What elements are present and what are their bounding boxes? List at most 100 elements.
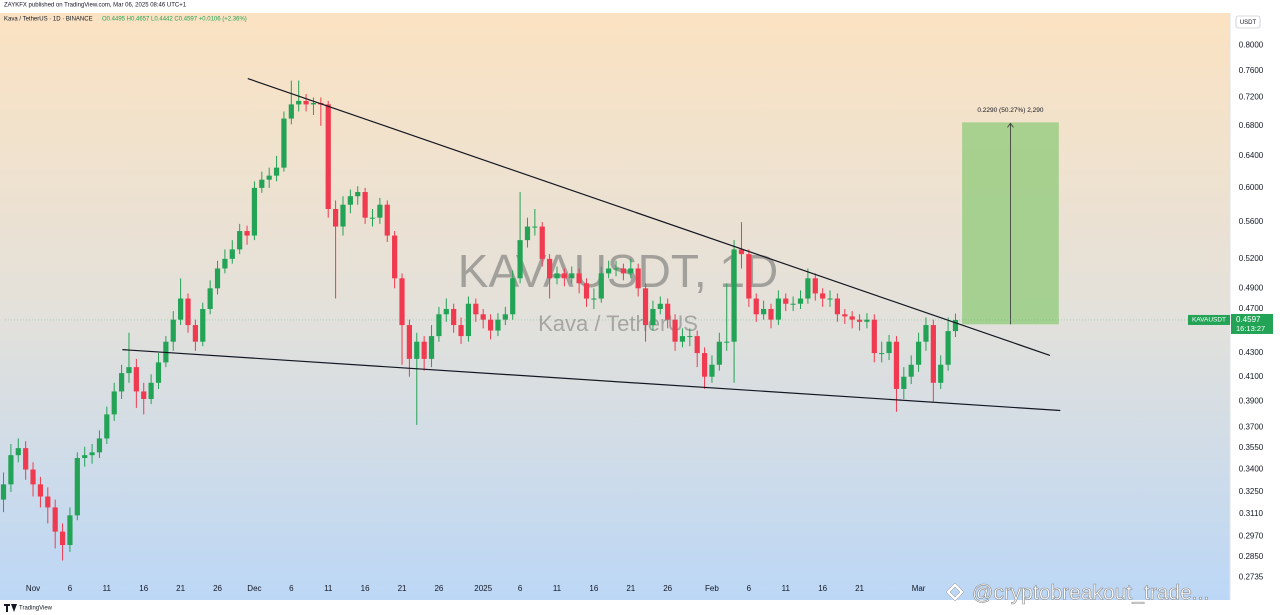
candle-body [111, 391, 117, 415]
y-tick-label: 0.3700 [1239, 423, 1264, 432]
candle-body [443, 308, 449, 315]
candle-body [613, 268, 619, 270]
published-line: ZAYKFX published on TradingView.com, Mar… [4, 3, 187, 9]
candle-body [214, 268, 221, 289]
candle-body [333, 208, 339, 227]
x-tick-label: 21 [626, 584, 635, 593]
candle-body [923, 325, 929, 342]
candle-body [805, 278, 811, 299]
currency: USDT [1240, 20, 1257, 26]
candle-body [237, 231, 243, 250]
candle-body [591, 298, 597, 300]
candle-body [628, 268, 634, 274]
candle-body [642, 288, 649, 326]
candle-body [938, 364, 944, 383]
symbol-line: Kava / TetherUS · 1D · BINANCE [4, 17, 93, 23]
candle-body [347, 196, 353, 205]
x-tick-label: 26 [434, 584, 443, 593]
x-tick-label: 16 [818, 584, 827, 593]
candle-body [783, 298, 789, 304]
candle-body [930, 325, 936, 383]
candle-body [849, 316, 855, 320]
candle-body [192, 325, 198, 342]
x-tick-label: 2025 [474, 584, 492, 593]
projection-arrowhead [1007, 122, 1014, 128]
price-tag [1231, 313, 1273, 334]
candle-body [229, 249, 235, 259]
candle-body [834, 298, 841, 315]
y-tick-label: 0.3400 [1239, 465, 1264, 474]
candle-body [421, 341, 427, 359]
candle-body [635, 268, 641, 289]
y-tick-label: 0.3550 [1239, 443, 1264, 452]
x-tick-label: 6 [518, 584, 523, 593]
candle-body [369, 217, 376, 219]
candle-body [716, 341, 722, 365]
y-tick-label: 0.6000 [1239, 183, 1264, 192]
x-tick-label: 21 [398, 584, 407, 593]
candle-body [23, 448, 29, 470]
candle-body [406, 325, 412, 359]
candle-body [170, 319, 176, 342]
candle-body [687, 336, 693, 338]
candle-body [709, 364, 715, 377]
candle-body [842, 314, 848, 317]
candle-body [296, 100, 302, 105]
trendline [247, 77, 1051, 356]
candle-body [473, 303, 479, 315]
candle-body [952, 319, 959, 332]
candle-body [89, 452, 95, 456]
candle-body [790, 303, 796, 305]
candle-body [606, 268, 612, 274]
brand-logo [4, 604, 17, 612]
candle-body [133, 367, 139, 392]
countdown: 16:13:27 [1236, 324, 1265, 333]
price-axis-bg [1230, 13, 1280, 600]
candle-body [377, 204, 383, 218]
candle-body [251, 187, 258, 236]
x-tick-label: Mar [912, 584, 926, 593]
candle-body [886, 341, 892, 354]
candle-body [915, 341, 922, 365]
candle-body [487, 319, 494, 331]
candle-body [893, 341, 900, 389]
x-tick-label: Nov [26, 584, 40, 593]
y-tick-label: 0.7600 [1239, 66, 1264, 75]
candle-body [355, 192, 361, 197]
x-tick-label: 16 [139, 584, 148, 593]
candle-body [200, 308, 206, 342]
marks: Nov 6 11 16 21 26 Dec 6 11 16 21 26 2025 6 11 16 21 26 Feb… [0, 77, 1230, 593]
x-tick-label: 26 [663, 584, 672, 593]
candle-body [141, 391, 147, 399]
y-tick-label: 0.3110 [1239, 509, 1263, 518]
candle-body [82, 455, 88, 459]
candle-body [281, 118, 287, 168]
candle-body [908, 364, 914, 377]
candle-body [259, 179, 265, 188]
candle-body [67, 515, 73, 546]
x-tick-label: Feb [705, 584, 719, 593]
y-tick-label: 0.6400 [1239, 151, 1264, 160]
y-tick-label: 0.5200 [1239, 254, 1264, 263]
y-tick-label: 0.8000 [1239, 40, 1264, 49]
candle-body [738, 249, 745, 255]
watermark: KAVAUSDT, 1D [458, 245, 778, 297]
candle-body [399, 278, 405, 326]
candle-body [768, 308, 774, 320]
candle-body [583, 283, 590, 299]
price-tag-label: 0.4597 [1236, 315, 1261, 324]
y-tick-label: 0.3250 [1239, 487, 1264, 496]
watermark-subtitle: Kava / TetherUS [538, 311, 698, 336]
candle-body [310, 103, 317, 105]
candle-body [576, 273, 582, 284]
candle-body [0, 484, 7, 500]
candle-body [524, 226, 531, 241]
candle-body [30, 469, 36, 485]
x-tick-label: 11 [103, 584, 112, 593]
currency-box[interactable] [1235, 15, 1261, 29]
candle-body [775, 298, 781, 320]
candle-body [495, 319, 501, 331]
candle-body [650, 308, 656, 326]
